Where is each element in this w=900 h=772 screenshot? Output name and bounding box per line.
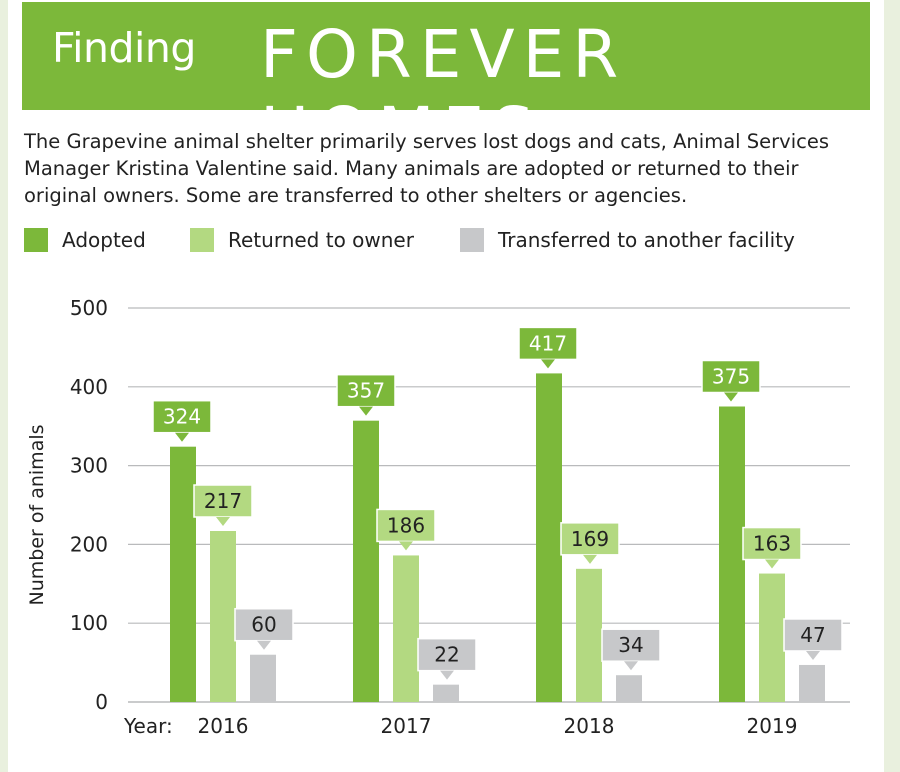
bar (353, 420, 379, 702)
data-label-text: 375 (712, 365, 750, 389)
bar (210, 531, 236, 702)
data-label: 417 (518, 326, 578, 369)
legend-item-returned: Returned to owner (190, 228, 414, 252)
data-label-text: 47 (800, 623, 825, 647)
y-tick-label: 0 (95, 690, 108, 714)
legend-swatch-adopted (24, 228, 48, 252)
data-label-pointer (806, 650, 820, 660)
bar (576, 568, 602, 702)
data-label-pointer (583, 554, 597, 564)
data-label-pointer (724, 392, 738, 402)
data-label-box (742, 526, 802, 561)
data-label: 324 (152, 399, 212, 442)
data-label: 22 (417, 637, 477, 680)
data-label-box (560, 522, 620, 556)
data-label-pointer (440, 670, 454, 680)
bar (536, 373, 562, 702)
data-label-pointer (359, 406, 373, 416)
bar (719, 406, 745, 702)
data-label-pointer (216, 517, 230, 527)
data-label-box (376, 508, 436, 543)
title-small: Finding (52, 24, 196, 72)
data-label-text: 60 (251, 613, 276, 637)
data-label-pointer (175, 432, 189, 442)
data-label: 186 (376, 508, 436, 551)
data-label-pointer (399, 541, 413, 551)
y-tick-label: 300 (70, 454, 108, 478)
data-label-text: 34 (618, 633, 643, 657)
x-axis-prefix: Year: (123, 714, 173, 738)
bar (393, 555, 419, 702)
data-label-text: 357 (347, 379, 385, 403)
data-label-box (518, 326, 578, 361)
bar (250, 654, 276, 702)
data-label: 357 (336, 373, 396, 416)
x-tick-label: 2019 (747, 714, 798, 738)
data-label-text: 169 (571, 527, 609, 551)
y-tick-label: 500 (70, 296, 108, 320)
data-label-pointer (257, 640, 271, 650)
y-tick-label: 400 (70, 375, 108, 399)
title-banner: Finding FOREVER HOMES (22, 2, 870, 170)
data-label-text: 163 (753, 532, 791, 556)
data-label-text: 217 (204, 489, 242, 513)
data-label: 163 (742, 526, 802, 569)
data-label-pointer (765, 559, 779, 569)
intro-text: The Grapevine animal shelter primarily s… (24, 130, 829, 207)
title-big: FOREVER HOMES (260, 16, 627, 170)
data-label-box (701, 359, 761, 394)
bar (170, 446, 196, 702)
bar (759, 573, 785, 702)
data-label-box (152, 399, 212, 434)
legend-label-adopted: Adopted (62, 228, 146, 252)
bar (433, 684, 459, 702)
legend: Adopted Returned to owner Transferred to… (24, 228, 874, 258)
data-label: 34 (601, 628, 661, 671)
data-label-pointer (541, 359, 555, 369)
data-label-text: 186 (387, 513, 425, 537)
data-label: 375 (701, 359, 761, 402)
legend-swatch-transferred (460, 228, 484, 252)
y-axis-label: Number of animals (26, 424, 48, 605)
data-label-pointer (624, 661, 638, 671)
data-label-text: 324 (163, 405, 201, 429)
data-label: 217 (193, 484, 253, 527)
data-label: 60 (234, 607, 294, 650)
data-label-text: 22 (434, 643, 459, 667)
data-label: 47 (783, 618, 843, 660)
x-tick-label: 2018 (564, 714, 615, 738)
y-tick-label: 100 (70, 611, 108, 635)
legend-item-transferred: Transferred to another facility (460, 228, 795, 252)
legend-swatch-returned (190, 228, 214, 252)
legend-item-adopted: Adopted (24, 228, 146, 252)
x-tick-label: 2017 (381, 714, 432, 738)
data-label-text: 417 (529, 331, 567, 355)
data-label: 169 (560, 522, 620, 564)
y-tick-label: 200 (70, 532, 108, 556)
x-tick-label: 2016 (198, 714, 249, 738)
bar (616, 675, 642, 702)
bar (799, 664, 825, 702)
legend-label-returned: Returned to owner (228, 228, 414, 252)
legend-label-transferred: Transferred to another facility (498, 228, 795, 252)
